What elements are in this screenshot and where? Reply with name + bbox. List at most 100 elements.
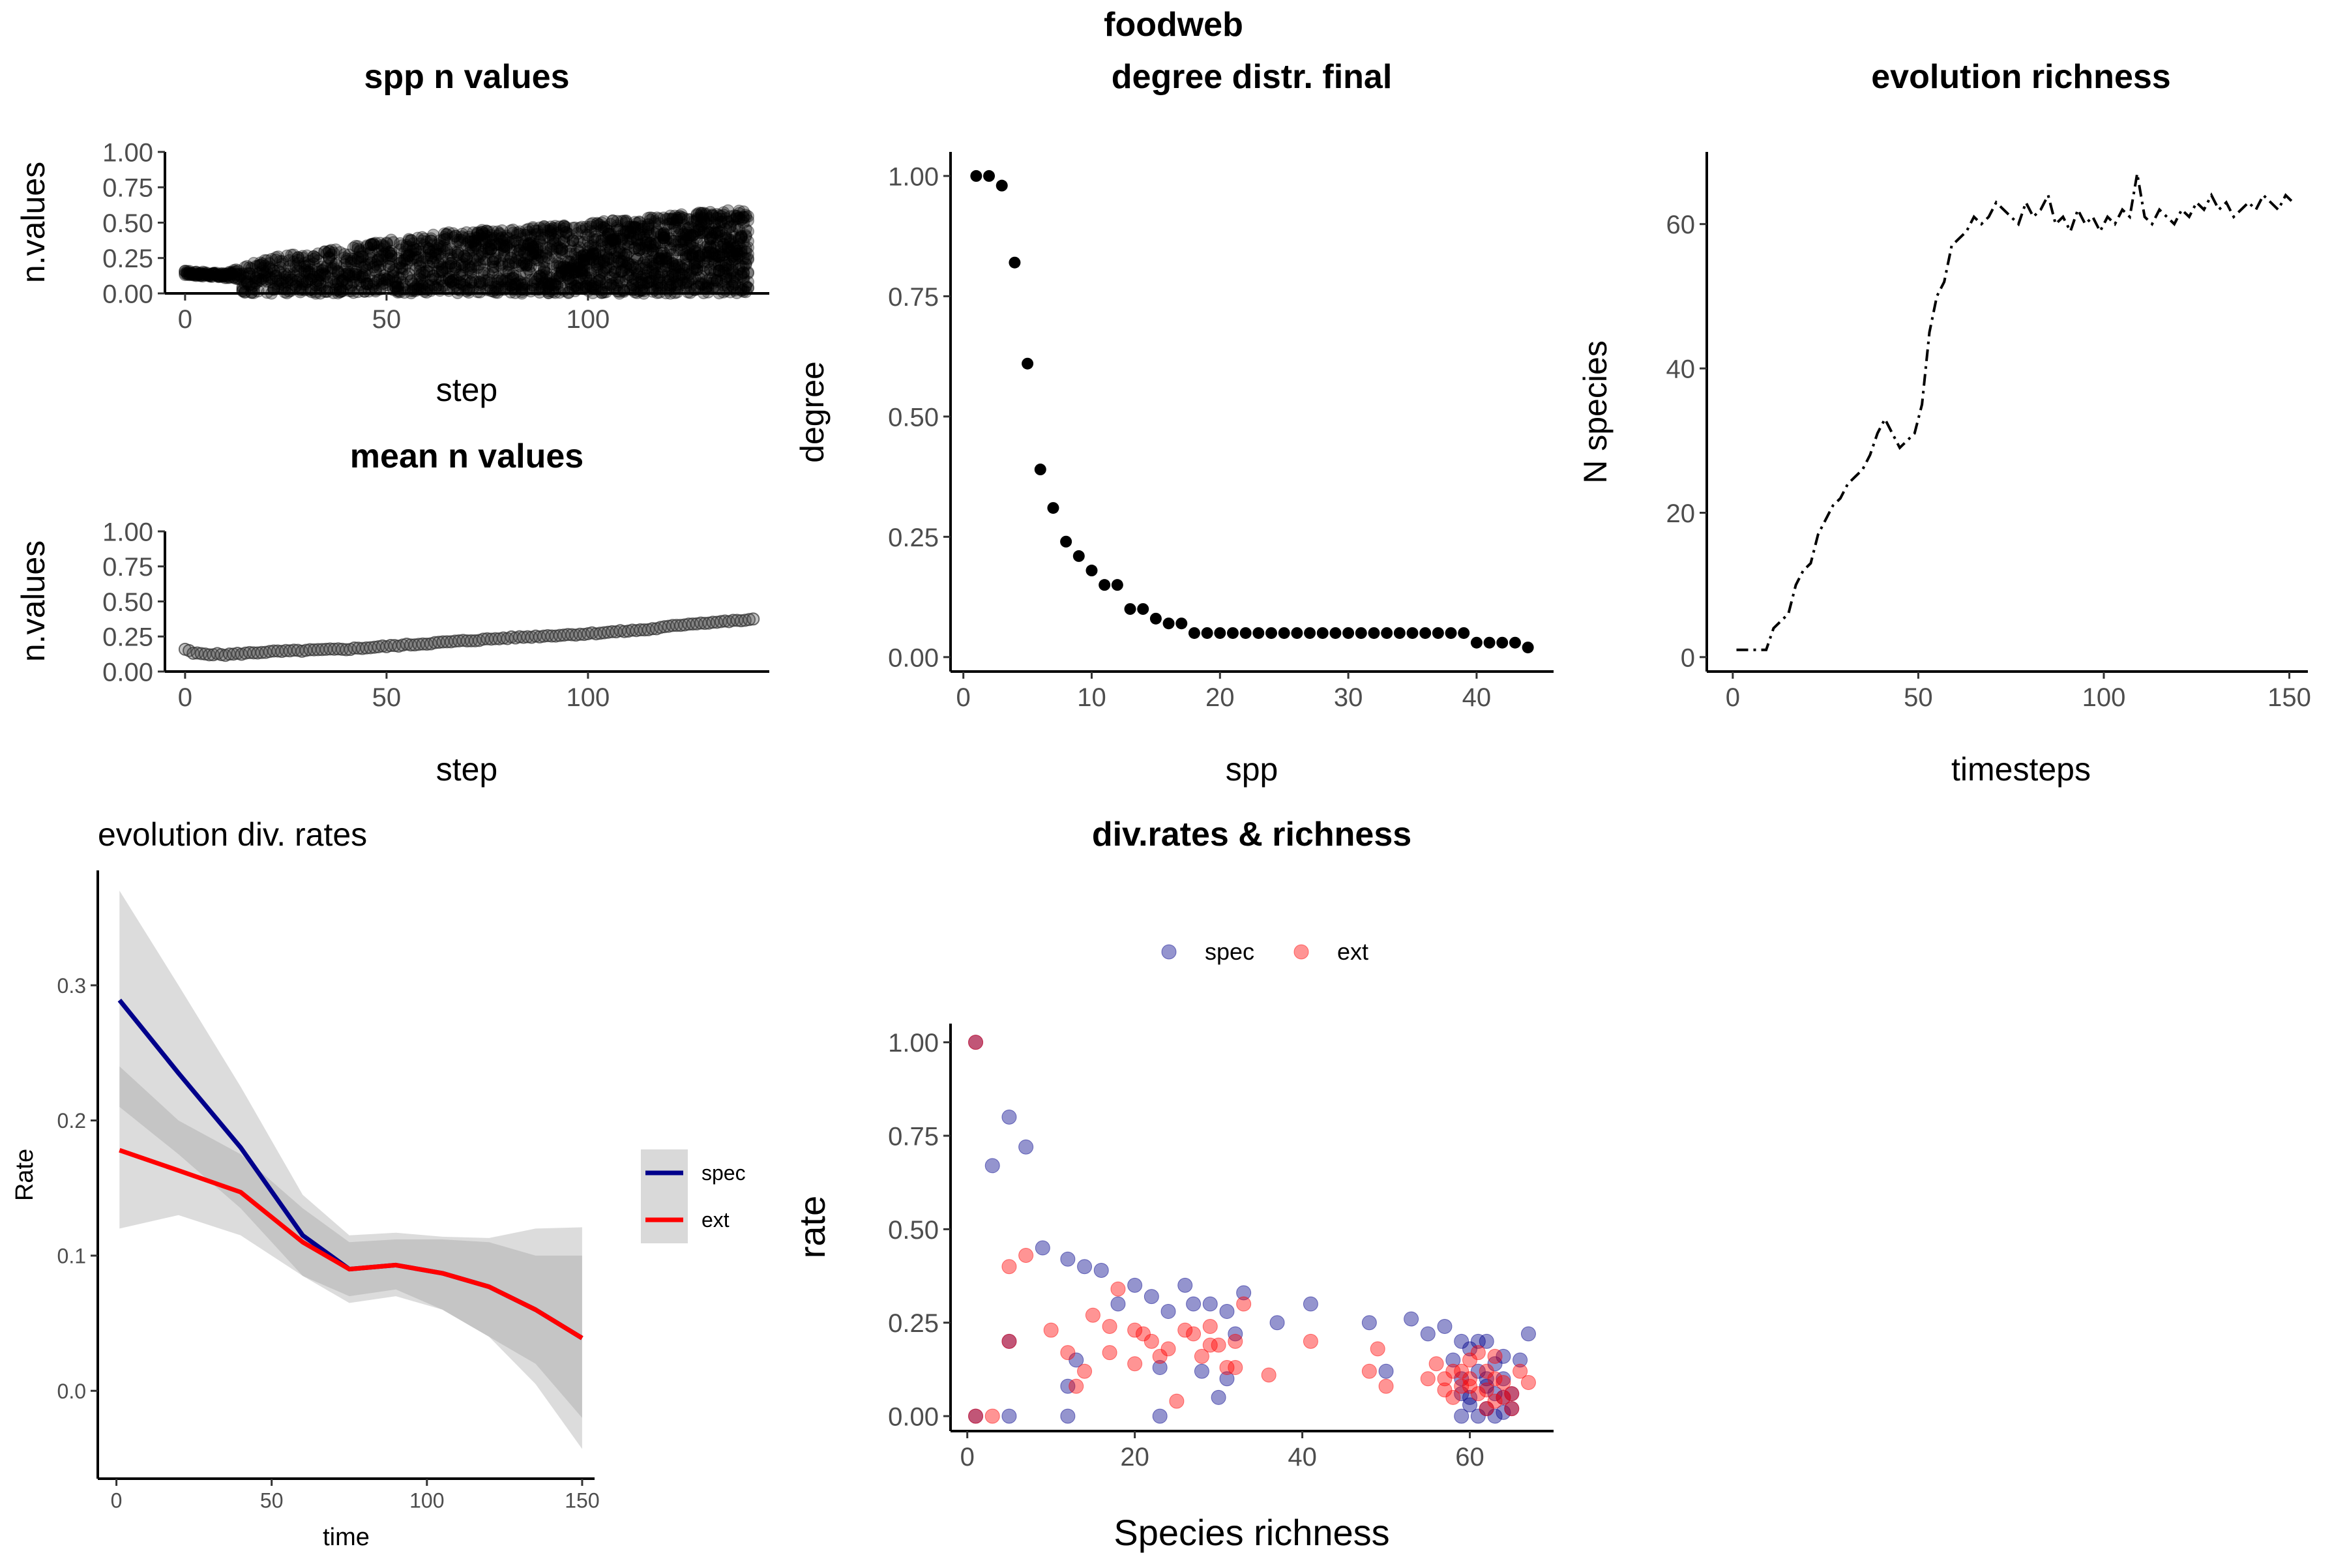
- n-value-point: [577, 269, 591, 282]
- n-value-point: [415, 266, 429, 280]
- n-value-point: [320, 259, 334, 273]
- n-value-point: [566, 233, 580, 246]
- n-value-point: [582, 271, 595, 284]
- n-value-point: [234, 269, 247, 282]
- n-value-point: [475, 276, 489, 290]
- n-value-point: [426, 255, 440, 269]
- n-value-point: [562, 273, 575, 286]
- n-value-point: [507, 223, 520, 237]
- degree-point: [1239, 627, 1252, 639]
- n-value-point: [194, 269, 207, 282]
- n-value-point: [531, 228, 544, 241]
- y-tick-label: 0.00: [102, 658, 153, 687]
- n-value-point: [396, 276, 409, 289]
- n-value-point: [497, 243, 511, 256]
- n-value-point: [489, 252, 502, 266]
- n-value-point: [229, 265, 243, 278]
- n-value-point: [316, 266, 329, 280]
- n-value-point: [307, 270, 320, 284]
- chart-title: mean n values: [350, 437, 583, 475]
- n-value-point: [524, 274, 537, 287]
- y-tick-label: 1.00: [102, 518, 153, 546]
- n-value-point: [422, 259, 435, 273]
- n-value-point: [318, 267, 331, 281]
- n-value-point: [741, 214, 754, 227]
- n-value-point: [529, 246, 542, 259]
- n-value-point: [353, 278, 367, 291]
- n-value-point: [398, 253, 411, 266]
- n-value-point: [347, 253, 360, 266]
- n-value-point: [312, 274, 325, 288]
- n-value-point: [524, 238, 537, 252]
- n-value-point: [447, 267, 460, 280]
- n-value-point: [434, 265, 447, 279]
- degree-point: [1419, 627, 1432, 639]
- n-value-point: [252, 259, 265, 273]
- n-value-point: [557, 235, 570, 249]
- n-value-point: [564, 267, 578, 280]
- n-value-point: [544, 225, 557, 238]
- n-value-point: [577, 248, 591, 261]
- n-value-point: [462, 235, 475, 248]
- n-value-point: [520, 224, 533, 237]
- n-value-point: [327, 262, 340, 276]
- spec-point: [1420, 1326, 1436, 1342]
- n-value-point: [296, 250, 309, 263]
- n-value-point: [542, 224, 555, 237]
- n-value-point: [323, 245, 336, 258]
- n-value-point: [402, 249, 415, 262]
- n-value-point: [553, 233, 567, 246]
- y-tick-label: 0.75: [102, 174, 153, 203]
- n-value-point: [378, 273, 391, 286]
- n-value-point: [382, 271, 396, 284]
- n-value-point: [741, 241, 754, 254]
- n-value-point: [518, 238, 531, 251]
- n-value-point: [426, 269, 440, 282]
- n-value-point: [568, 280, 582, 293]
- n-value-point: [591, 258, 604, 271]
- n-value-point: [309, 285, 323, 299]
- n-value-point: [274, 261, 287, 274]
- n-value-point: [588, 241, 602, 254]
- n-value-point: [482, 273, 495, 287]
- n-value-point: [269, 269, 283, 282]
- n-value-point: [429, 272, 442, 286]
- n-value-point: [225, 267, 239, 280]
- n-value-point: [312, 247, 325, 260]
- n-value-point: [227, 271, 241, 284]
- n-value-point: [522, 258, 535, 271]
- n-value-point: [473, 229, 486, 243]
- n-value-point: [460, 274, 473, 287]
- n-value-point: [451, 245, 464, 259]
- n-value-point: [437, 279, 451, 292]
- n-value-point: [426, 238, 440, 252]
- n-value-point: [296, 274, 309, 288]
- n-value-point: [482, 243, 495, 256]
- n-value-point: [577, 253, 591, 266]
- n-value-point: [493, 238, 507, 251]
- n-value-point: [185, 267, 198, 281]
- n-value-point: [334, 286, 347, 299]
- n-value-point: [553, 270, 567, 284]
- n-value-point: [327, 273, 340, 286]
- n-value-point: [265, 253, 278, 266]
- n-value-point: [260, 254, 274, 267]
- n-value-point: [588, 244, 602, 258]
- n-value-point: [484, 229, 497, 242]
- n-value-point: [411, 272, 424, 285]
- n-value-point: [376, 239, 389, 252]
- n-value-point: [338, 265, 351, 278]
- n-value-point: [551, 259, 564, 273]
- ext-point: [1202, 1318, 1218, 1334]
- n-value-point: [473, 278, 486, 291]
- n-value-point: [540, 247, 553, 260]
- n-value-point: [537, 220, 551, 233]
- chart-title: evolution richness: [1871, 58, 2170, 96]
- x-tick-label: 50: [1904, 683, 1933, 712]
- n-value-point: [209, 268, 223, 282]
- n-value-point: [398, 263, 411, 276]
- n-value-point: [393, 261, 407, 274]
- n-value-point: [447, 227, 460, 240]
- n-value-point: [475, 246, 489, 259]
